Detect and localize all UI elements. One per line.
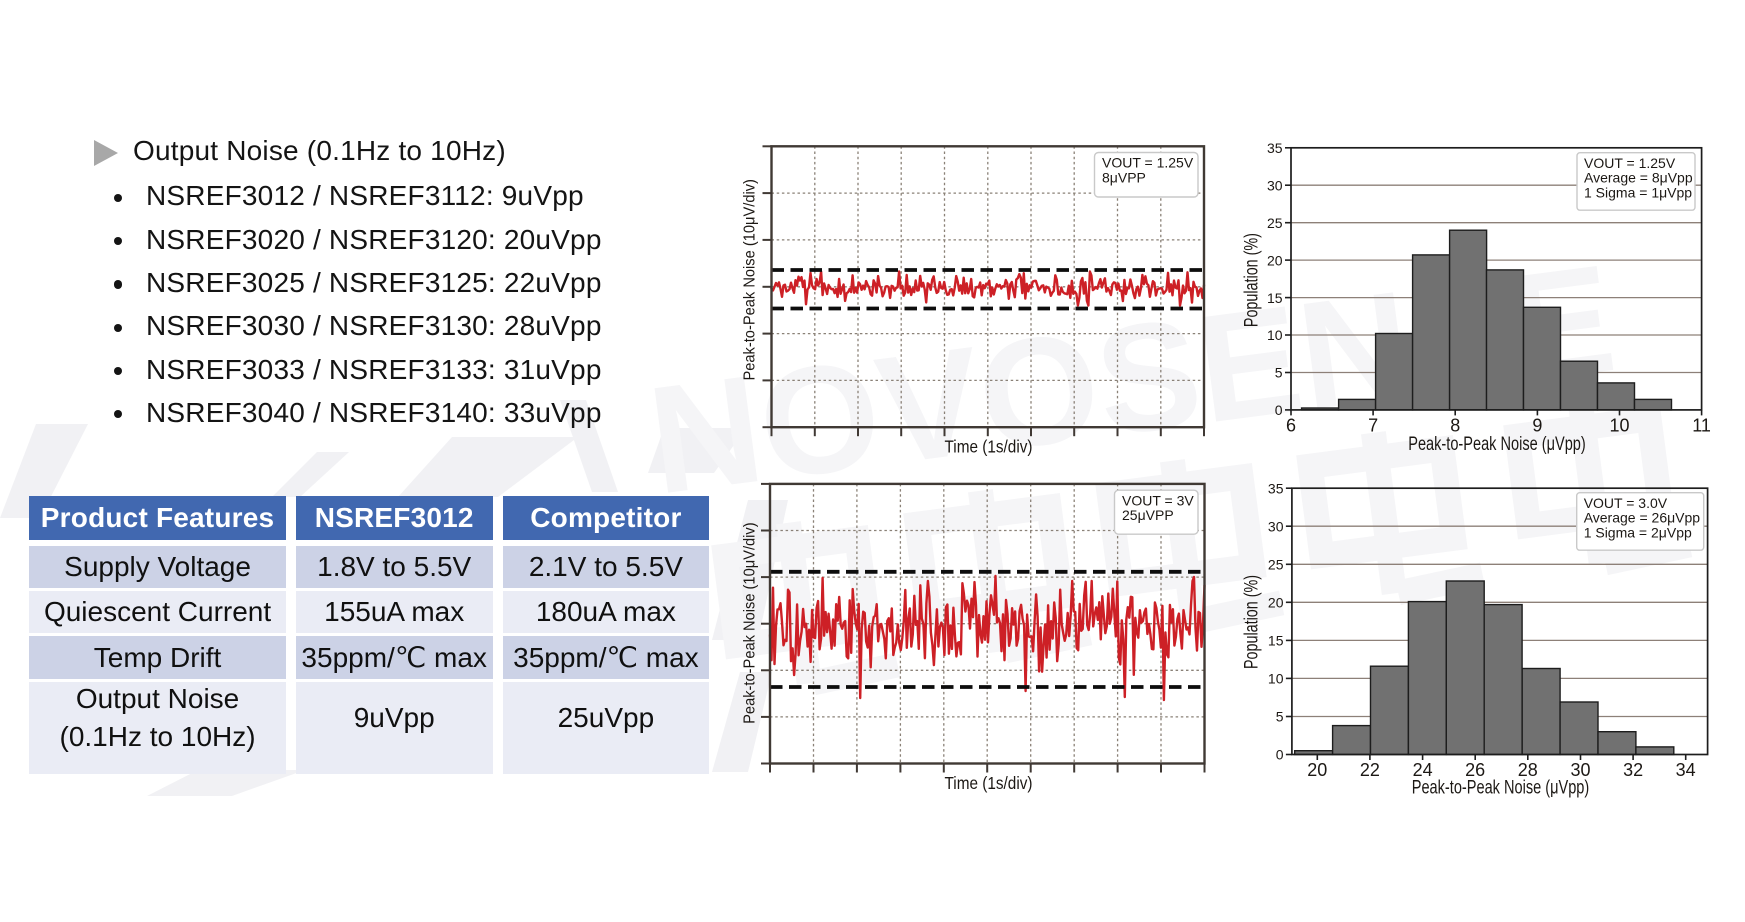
svg-text:10: 10 (1609, 415, 1629, 435)
svg-text:Peak-to-Peak Noise (10μV/div): Peak-to-Peak Noise (10μV/div) (742, 522, 759, 724)
svg-text:30: 30 (1570, 760, 1590, 780)
svg-text:0: 0 (1275, 402, 1283, 418)
svg-text:25μVPP: 25μVPP (1122, 507, 1174, 523)
svg-text:22: 22 (1360, 760, 1380, 780)
svg-text:5: 5 (1275, 365, 1283, 381)
svg-text:1 Sigma = 2μVpp: 1 Sigma = 2μVpp (1584, 524, 1692, 540)
svg-text:Time (1s/div): Time (1s/div) (945, 773, 1033, 793)
svg-text:25: 25 (1268, 557, 1284, 573)
svg-text:Time (1s/div): Time (1s/div) (945, 437, 1033, 457)
svg-text:10: 10 (1268, 671, 1284, 687)
svg-text:11: 11 (1692, 415, 1711, 435)
svg-text:20: 20 (1307, 760, 1327, 780)
svg-text:8μVPP: 8μVPP (1102, 169, 1146, 185)
svg-text:20: 20 (1268, 595, 1284, 611)
svg-text:Peak-to-Peak Noise (10μV/div): Peak-to-Peak Noise (10μV/div) (742, 179, 759, 381)
svg-text:30: 30 (1267, 177, 1283, 193)
svg-text:35: 35 (1268, 480, 1284, 496)
svg-text:10: 10 (1267, 327, 1283, 343)
svg-text:24: 24 (1413, 760, 1433, 780)
svg-text:Average = 8μVpp: Average = 8μVpp (1584, 170, 1693, 186)
svg-text:Peak-to-Peak Noise (μVpp): Peak-to-Peak Noise (μVpp) (1412, 778, 1590, 799)
svg-text:9: 9 (1532, 415, 1542, 435)
svg-text:VOUT = 1.25V: VOUT = 1.25V (1584, 155, 1676, 171)
svg-text:15: 15 (1268, 633, 1284, 649)
svg-text:25: 25 (1267, 215, 1283, 231)
svg-text:30: 30 (1268, 518, 1284, 534)
svg-text:6: 6 (1286, 415, 1296, 435)
svg-text:1 Sigma = 1μVpp: 1 Sigma = 1μVpp (1584, 184, 1692, 200)
svg-text:26: 26 (1465, 760, 1485, 780)
svg-text:0: 0 (1276, 747, 1284, 763)
svg-text:Population (%): Population (%) (1242, 233, 1263, 327)
svg-text:28: 28 (1518, 760, 1538, 780)
svg-text:32: 32 (1623, 760, 1643, 780)
svg-text:VOUT = 3.0V: VOUT = 3.0V (1584, 495, 1668, 511)
svg-text:5: 5 (1276, 709, 1284, 725)
svg-text:VOUT = 1.25V: VOUT = 1.25V (1102, 155, 1194, 171)
svg-text:Average = 26μVpp: Average = 26μVpp (1584, 510, 1701, 526)
svg-text:34: 34 (1676, 760, 1696, 780)
svg-text:Peak-to-Peak Noise (μVpp): Peak-to-Peak Noise (μVpp) (1408, 434, 1586, 455)
svg-text:20: 20 (1267, 252, 1283, 268)
svg-text:VOUT = 3V: VOUT = 3V (1122, 492, 1194, 508)
svg-text:7: 7 (1368, 415, 1378, 435)
svg-text:15: 15 (1267, 290, 1283, 306)
svg-text:Population (%): Population (%) (1242, 575, 1263, 669)
svg-text:35: 35 (1267, 140, 1283, 156)
svg-text:8: 8 (1450, 415, 1460, 435)
